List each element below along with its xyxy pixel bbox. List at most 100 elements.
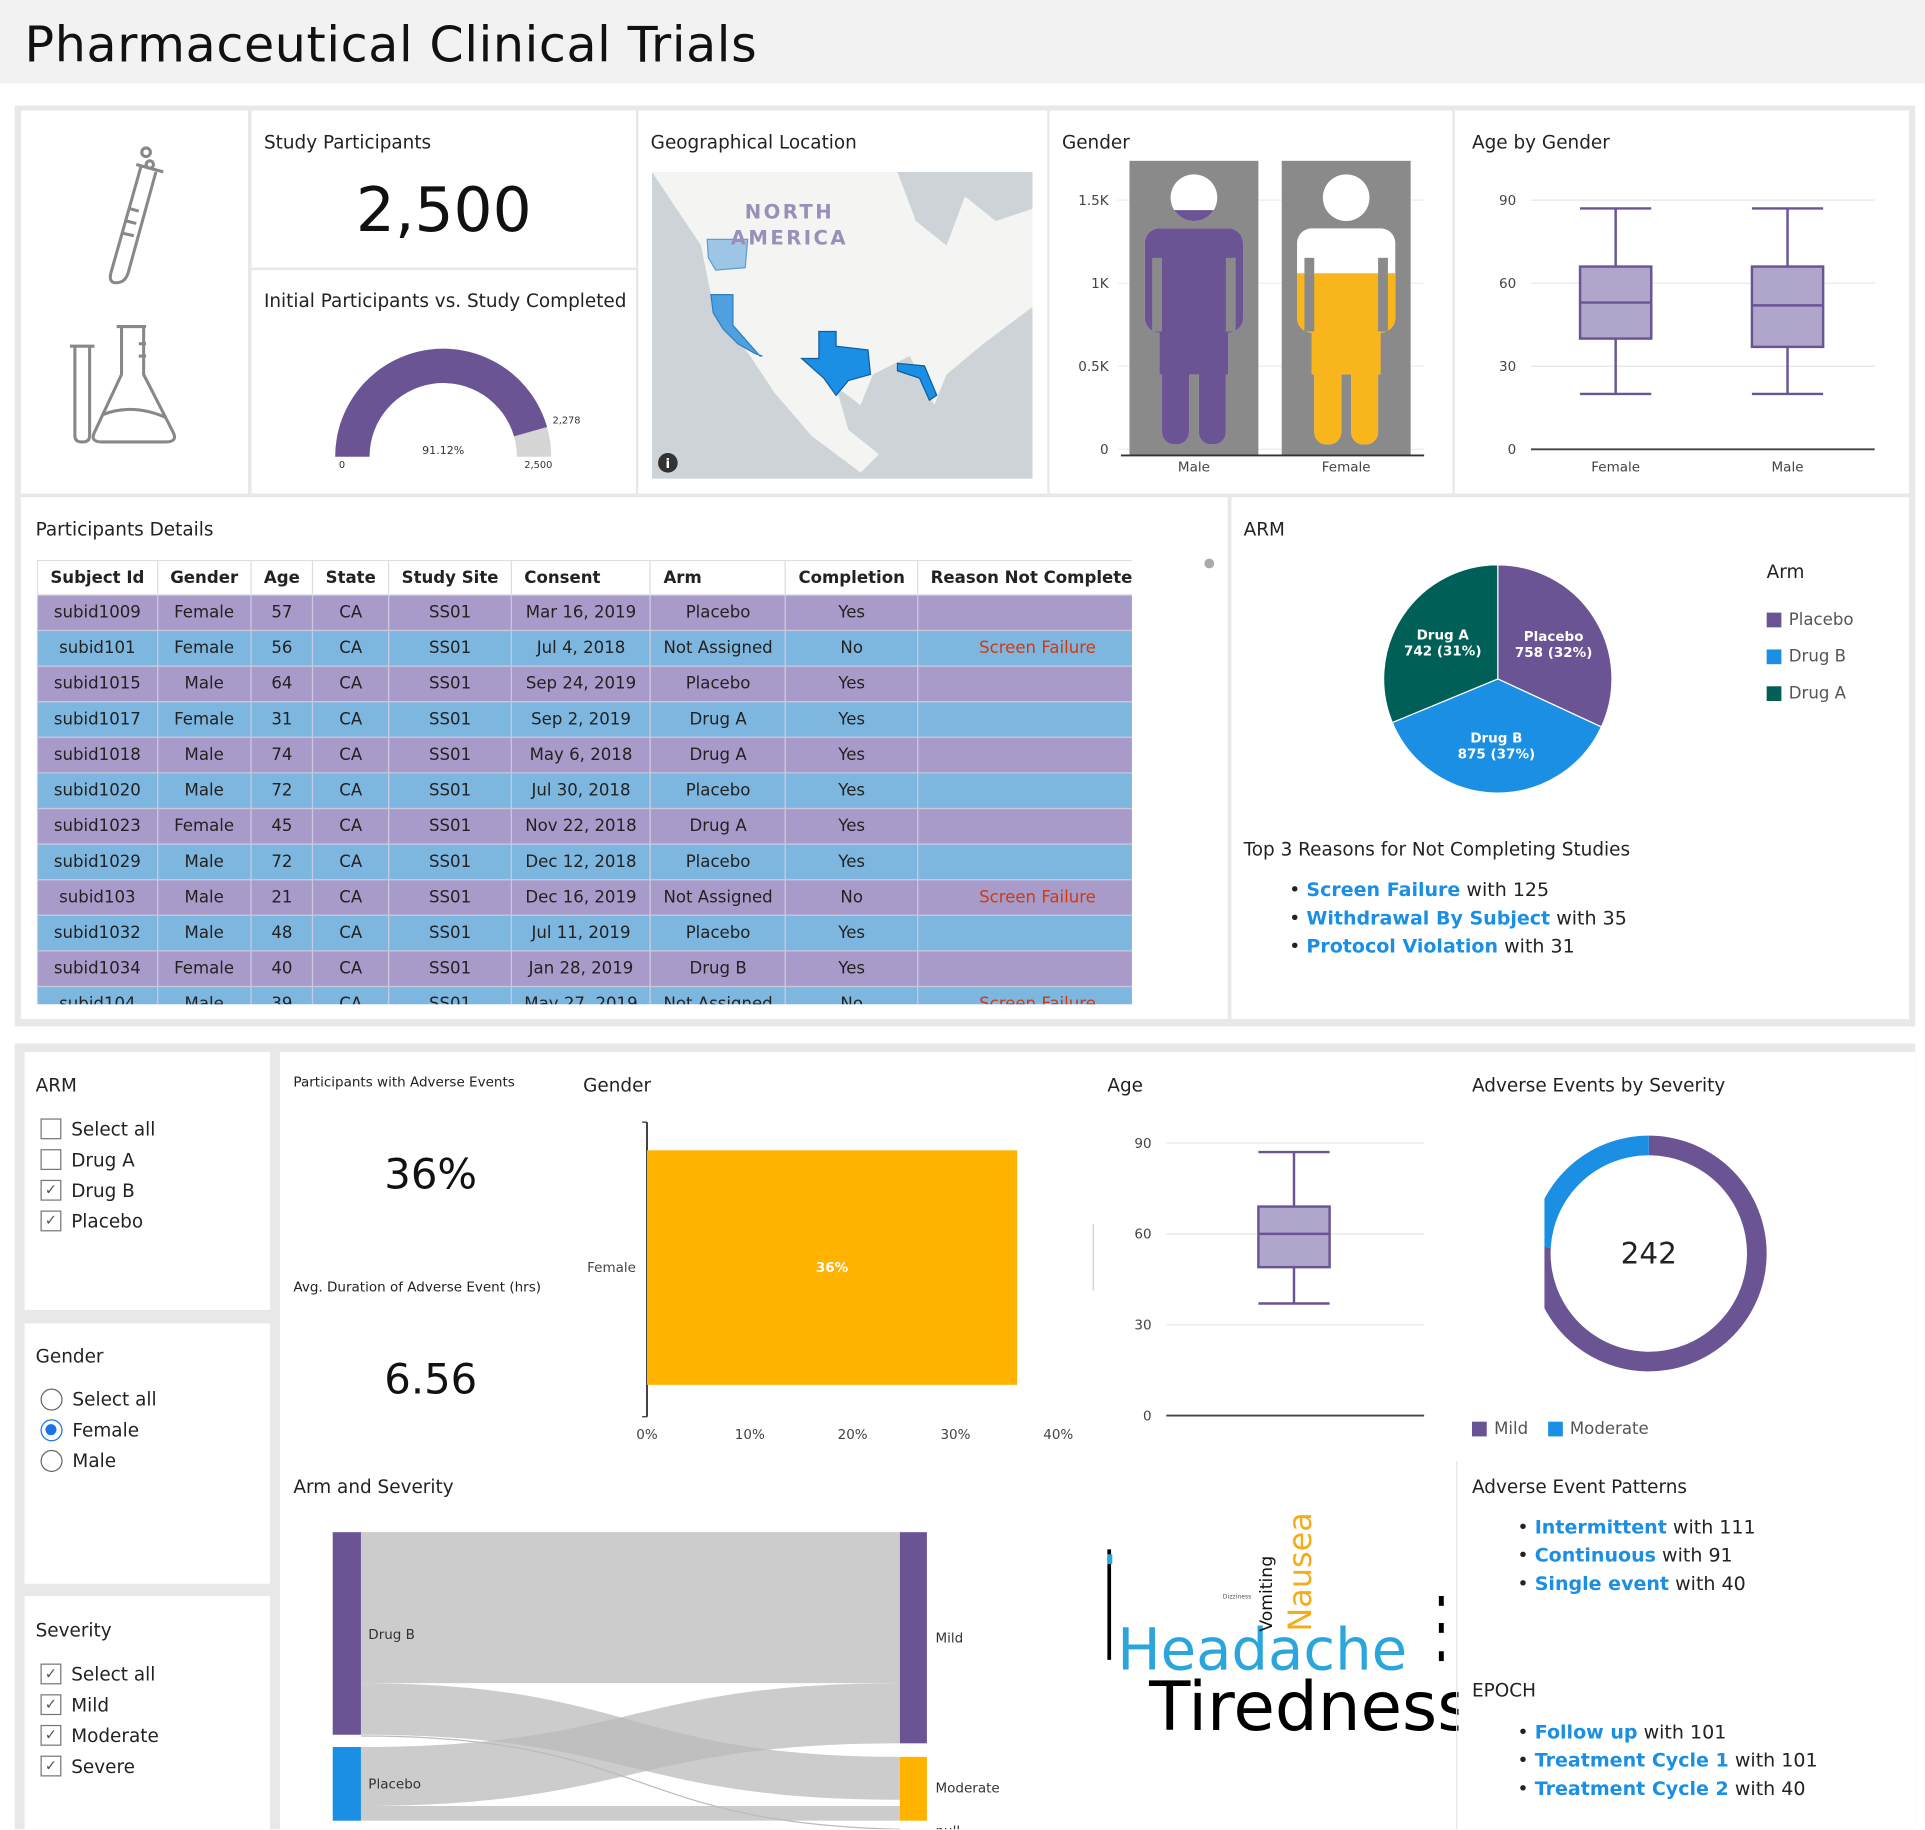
table-row[interactable]: subid1034 Female 40 CA SS01 Jan 28, 2019 Drug … bbox=[36, 950, 1132, 988]
table-cell: Screen Failure bbox=[917, 879, 1132, 916]
filter-option-drug-a[interactable]: Drug A bbox=[40, 1144, 156, 1175]
column-header[interactable]: Arm bbox=[649, 559, 787, 596]
legend-item-mild[interactable]: Mild bbox=[1472, 1411, 1528, 1448]
checkbox[interactable]: ✓ bbox=[40, 1663, 62, 1685]
state-texas[interactable] bbox=[800, 330, 872, 397]
slice-value-label: 758 (32%) bbox=[1515, 645, 1593, 661]
y-tick-label: 90 bbox=[1134, 1136, 1151, 1152]
checkbox[interactable]: ✓ bbox=[40, 1694, 62, 1716]
legend-item-moderate[interactable]: Moderate bbox=[1547, 1411, 1649, 1448]
table-cell: SS01 bbox=[388, 879, 513, 916]
table-row[interactable]: subid1032 Male 48 CA SS01 Jul 11, 2019 Placebo… bbox=[36, 914, 1132, 952]
filter-option-select-all[interactable]: ✓ Select all bbox=[40, 1659, 159, 1690]
x-tick-label: 0% bbox=[636, 1427, 658, 1443]
filter-option-select-all[interactable]: Select all bbox=[40, 1384, 157, 1415]
table-row[interactable]: subid1029 Male 72 CA SS01 Dec 12, 2018 Placebo… bbox=[36, 843, 1132, 881]
legend-item-drug-a[interactable]: Drug A bbox=[1766, 675, 1854, 712]
table-row[interactable]: subid103 Male 21 CA SS01 Dec 16, 2019 Not Assi… bbox=[36, 879, 1132, 916]
table-cell: Yes bbox=[784, 772, 919, 810]
column-header[interactable]: Consent bbox=[510, 559, 652, 596]
column-header[interactable]: Reason Not Completed bbox=[917, 559, 1132, 596]
scrollbar-handle[interactable] bbox=[1204, 558, 1215, 569]
checkbox[interactable]: ✓ bbox=[40, 1179, 62, 1201]
radio-button[interactable] bbox=[40, 1418, 63, 1441]
y-tick-label: 90 bbox=[1499, 193, 1516, 209]
table-cell: SS01 bbox=[388, 950, 513, 988]
link-treatment-cycle-1[interactable]: Treatment Cycle 1 bbox=[1534, 1749, 1729, 1772]
filter-option-placebo[interactable]: ✓ Placebo bbox=[40, 1206, 156, 1237]
table-row[interactable]: subid1009 Female 57 CA SS01 Mar 16, 2019 Place… bbox=[36, 594, 1132, 632]
participants-details-card: Participants Details Subject Id Gender Age… bbox=[20, 497, 1228, 1019]
filter-option-severe[interactable]: ✓ Severe bbox=[40, 1751, 159, 1782]
y-tick-label: 30 bbox=[1134, 1318, 1151, 1334]
table-cell: Female bbox=[156, 701, 252, 738]
filter-option-male[interactable]: Male bbox=[40, 1445, 157, 1476]
sankey-title: Arm and Severity bbox=[293, 1475, 454, 1498]
state-california[interactable] bbox=[710, 294, 763, 357]
legend-label: Placebo bbox=[1788, 610, 1854, 630]
table-row[interactable]: subid101 Female 56 CA SS01 Jul 4, 2018 Not Ass… bbox=[36, 629, 1132, 667]
table-row[interactable]: subid1020 Male 72 CA SS01 Jul 30, 2018 Placebo… bbox=[36, 772, 1132, 810]
link-screen-failure[interactable]: Screen Failure bbox=[1306, 879, 1461, 902]
legend-item-drug-b[interactable]: Drug B bbox=[1766, 638, 1854, 675]
table-cell: CA bbox=[312, 950, 390, 988]
table-row[interactable]: subid1015 Male 64 CA SS01 Sep 24, 2019 Placebo… bbox=[36, 665, 1132, 703]
test-tube-icon bbox=[108, 146, 164, 285]
details-table-container[interactable]: Subject Id Gender Age State Study Site Consen… bbox=[36, 559, 1132, 1005]
state-florida[interactable] bbox=[896, 362, 938, 402]
table-row[interactable]: subid1018 Male 74 CA SS01 May 6, 2018 Drug A Ye… bbox=[36, 736, 1132, 774]
link-single-event[interactable]: Single event bbox=[1534, 1572, 1670, 1595]
filter-option-label: Drug A bbox=[71, 1148, 135, 1171]
legend-item-placebo[interactable]: Placebo bbox=[1766, 602, 1854, 639]
table-row[interactable]: subid1023 Female 45 CA SS01 Nov 22, 2018 Drug … bbox=[36, 807, 1132, 845]
table-cell: No bbox=[784, 879, 919, 916]
table-cell: Yes bbox=[784, 665, 919, 703]
table-cell: CA bbox=[312, 629, 390, 667]
checkbox[interactable] bbox=[40, 1149, 62, 1170]
link-continuous[interactable]: Continuous bbox=[1534, 1544, 1656, 1567]
checkbox[interactable]: ✓ bbox=[40, 1755, 62, 1777]
filter-option-label: Female bbox=[72, 1418, 140, 1441]
top-reasons-list: Screen Failure with 125Withdrawal By Sub… bbox=[1289, 879, 1626, 964]
y-tick-label: Female bbox=[587, 1260, 636, 1276]
radio-button[interactable] bbox=[40, 1387, 63, 1411]
list-item-count: with 31 bbox=[1498, 935, 1575, 958]
word-fragment bbox=[1107, 1549, 1112, 1660]
flow-drugb-null bbox=[360, 1735, 900, 1830]
table-cell: Placebo bbox=[649, 665, 787, 703]
link-withdrawal-by-subject[interactable]: Withdrawal By Subject bbox=[1306, 907, 1551, 930]
column-header[interactable]: Age bbox=[250, 559, 314, 596]
column-header[interactable]: Subject Id bbox=[36, 559, 158, 596]
column-header[interactable]: Study Site bbox=[388, 559, 513, 596]
legend-label: Mild bbox=[1494, 1419, 1529, 1439]
filter-option-drug-b[interactable]: ✓ Drug B bbox=[40, 1175, 156, 1206]
checkbox[interactable]: ✓ bbox=[40, 1724, 62, 1746]
filter-option-moderate[interactable]: ✓ Moderate bbox=[40, 1720, 159, 1751]
list-item-count: with 91 bbox=[1655, 1544, 1733, 1567]
table-row[interactable]: subid104 Male 39 CA SS01 May 27, 2019 Not Assi… bbox=[36, 985, 1132, 1005]
filter-option-select-all[interactable]: Select all bbox=[40, 1114, 155, 1145]
head bbox=[1170, 174, 1218, 221]
filter-option-mild[interactable]: ✓ Mild bbox=[40, 1689, 159, 1720]
filter-option-female[interactable]: Female bbox=[40, 1414, 157, 1445]
radio-button[interactable] bbox=[40, 1449, 63, 1472]
table-cell: 48 bbox=[250, 914, 314, 952]
link-follow-up[interactable]: Follow up bbox=[1534, 1721, 1638, 1744]
column-header[interactable]: Completion bbox=[784, 559, 919, 596]
link-protocol-violation[interactable]: Protocol Violation bbox=[1306, 935, 1499, 958]
table-cell: 74 bbox=[250, 736, 314, 774]
table-row[interactable]: subid1017 Female 31 CA SS01 Sep 2, 2019 Drug A… bbox=[36, 701, 1132, 738]
info-icon[interactable]: i bbox=[658, 453, 678, 473]
table-cell: SS01 bbox=[388, 843, 513, 881]
state-washington[interactable] bbox=[706, 238, 749, 271]
link-treatment-cycle-2[interactable]: Treatment Cycle 2 bbox=[1534, 1777, 1729, 1800]
checkbox[interactable] bbox=[40, 1118, 62, 1140]
checkbox[interactable]: ✓ bbox=[40, 1210, 62, 1232]
geo-card: Geographical Location NORTH AMERICA i bbox=[638, 110, 1048, 494]
table-cell: CA bbox=[312, 807, 390, 845]
column-header[interactable]: Gender bbox=[156, 559, 252, 596]
map[interactable]: NORTH AMERICA i bbox=[651, 171, 1033, 479]
column-header[interactable]: State bbox=[312, 559, 390, 596]
link-intermittent[interactable]: Intermittent bbox=[1534, 1516, 1667, 1539]
